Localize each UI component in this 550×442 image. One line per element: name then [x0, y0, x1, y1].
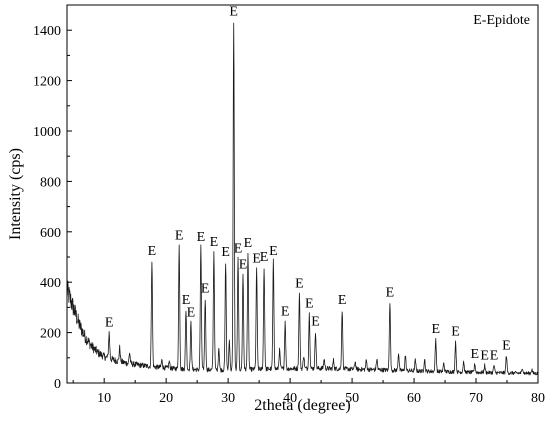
peak-label: E [386, 285, 395, 300]
peak-label: E [490, 348, 499, 363]
y-tick-label: 1200 [33, 75, 61, 90]
peak-label: E [451, 324, 460, 339]
peak-label: E [197, 230, 206, 245]
peak-label: E [187, 306, 196, 321]
peak-label: E [471, 347, 480, 362]
x-axis-title: 2theta (degree) [254, 397, 350, 414]
y-tick-label: 0 [54, 377, 61, 392]
x-tick-label: 20 [159, 391, 173, 406]
y-tick-label: 800 [40, 175, 61, 190]
peak-label: E [221, 245, 230, 260]
peak-label: E [338, 293, 347, 308]
peak-label: E [431, 322, 440, 337]
peak-label: E [252, 251, 261, 266]
plot-frame [66, 4, 539, 384]
peak-label: E [229, 4, 238, 19]
x-tick-label: 50 [345, 391, 359, 406]
peak-label: E [305, 297, 314, 312]
peak-label: E [281, 304, 290, 319]
peak-label: E [480, 348, 489, 363]
peak-label: E [311, 314, 320, 329]
peak-label: E [502, 338, 511, 353]
peak-label: E [239, 258, 248, 273]
peak-label: E [244, 236, 253, 251]
x-tick-label: 40 [283, 391, 297, 406]
peak-label: E [175, 229, 184, 244]
peak-label: E [295, 277, 304, 292]
peak-label: E [182, 293, 191, 308]
x-axis-ticks: 10 20 30 40 50 60 70 80 [72, 378, 545, 406]
peak-label: E [148, 244, 157, 259]
y-tick-label: 1400 [33, 24, 61, 39]
y-axis-title: Intensity (cps) [7, 148, 24, 240]
x-tick-label: 10 [97, 391, 111, 406]
peak-label: E [260, 250, 269, 265]
x-tick-label: 60 [407, 391, 421, 406]
x-tick-label: 30 [221, 391, 235, 406]
y-tick-label: 200 [40, 327, 61, 342]
series-line [66, 22, 539, 376]
y-axis-ticks: 0 200 400 600 800 1000 1200 1400 [33, 24, 72, 392]
peak-label: E [234, 241, 243, 256]
y-tick-label: 600 [40, 226, 61, 241]
peak-label: E [105, 316, 114, 331]
peak-label: E [201, 282, 210, 297]
y-tick-label: 400 [40, 276, 61, 291]
y-tick-label: 1000 [33, 125, 61, 140]
legend-text: E-Epidote [473, 13, 530, 28]
x-tick-label: 80 [531, 391, 545, 406]
peak-label: E [269, 244, 278, 259]
x-tick-label: 70 [469, 391, 483, 406]
peak-label: E [210, 235, 219, 250]
